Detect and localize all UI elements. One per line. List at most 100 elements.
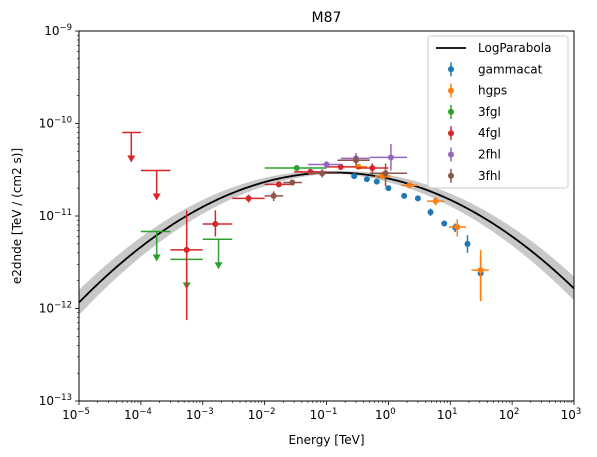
series-3fhl (264, 155, 408, 202)
data-point (264, 191, 284, 202)
x-tick-label: 101 (437, 407, 458, 422)
legend-label: 3fgl (478, 105, 501, 119)
legend-marker-swatch (448, 172, 454, 179)
data-point (427, 208, 434, 216)
legend-marker-swatch (448, 108, 454, 115)
data-point (170, 210, 203, 321)
data-point (307, 161, 341, 169)
point-marker (373, 178, 380, 185)
point-marker (270, 192, 277, 199)
data-point (283, 179, 302, 186)
series-gammacat (351, 173, 484, 302)
legend: LogParabola gammacat hgps 3fgl 4fgl 2fhl 3fhl (427, 35, 569, 189)
point-marker (382, 170, 389, 177)
point-marker (289, 179, 296, 186)
point-marker (369, 165, 376, 172)
legend-label: LogParabola (478, 41, 551, 55)
data-point (363, 176, 370, 183)
x-axis-label: Energy [TeV] (288, 433, 364, 447)
y-tick-label: 10−10 (39, 116, 72, 131)
data-point (122, 131, 141, 163)
legend-label: gammacat (478, 62, 543, 76)
point-marker (432, 198, 439, 205)
y-tick-label: 10−12 (39, 301, 72, 316)
data-point (426, 197, 445, 206)
legend-entry: hgps (448, 83, 507, 98)
data-point (471, 249, 489, 302)
x-tick-label: 10−4 (124, 407, 152, 422)
chart-title: M87 (312, 10, 342, 26)
point-marker (414, 195, 421, 202)
upper-limit-arrowhead (214, 262, 223, 270)
legend-label: 3fhl (478, 169, 501, 183)
legend-entry: gammacat (448, 62, 543, 77)
point-marker (275, 181, 282, 188)
data-point (448, 219, 467, 237)
legend-marker-swatch (448, 130, 454, 137)
point-marker (319, 170, 326, 177)
point-marker (212, 220, 219, 227)
x-tick-label: 10−2 (248, 407, 276, 422)
x-tick-label: 10−5 (62, 407, 90, 422)
upper-limit-arrowhead (152, 254, 161, 262)
legend-box (427, 35, 569, 189)
data-point (441, 220, 448, 227)
data-point (140, 169, 171, 201)
data-point (202, 238, 233, 270)
data-point (356, 163, 389, 174)
x-tick-label: 103 (561, 407, 582, 422)
point-marker (351, 173, 358, 180)
legend-label: 2fhl (478, 148, 501, 162)
x-tick-label: 102 (499, 407, 520, 422)
point-marker (406, 182, 413, 189)
upper-limit-arrowhead (152, 193, 161, 201)
data-point (373, 178, 380, 185)
legend-marker-swatch (448, 151, 454, 158)
legend-marker-swatch (448, 66, 454, 73)
data-point (264, 181, 295, 188)
point-marker (477, 267, 484, 274)
point-marker (401, 192, 408, 199)
point-marker (427, 209, 434, 216)
legend-entry: 3fgl (448, 104, 501, 119)
legend-label: hgps (478, 84, 507, 98)
data-point (401, 192, 408, 199)
data-points-layer (122, 131, 489, 321)
point-marker (464, 240, 471, 247)
data-point (414, 195, 421, 202)
data-point (351, 173, 358, 180)
y-tick-label: 10−9 (44, 23, 72, 38)
legend-label: 4fgl (478, 126, 501, 140)
point-marker (385, 185, 392, 192)
data-point (369, 144, 408, 171)
point-marker (353, 157, 360, 164)
data-point (385, 185, 392, 192)
y-axis-label: e2dnde [TeV / (cm2 s)] (10, 148, 24, 284)
point-marker (337, 163, 344, 170)
point-marker (363, 176, 370, 183)
x-tick-label: 10−1 (310, 407, 338, 422)
legend-entry: LogParabola (436, 41, 551, 55)
series-4fgl (122, 131, 389, 321)
point-marker (245, 195, 252, 202)
data-point (401, 182, 418, 189)
data-point (140, 230, 171, 262)
ticks-layer: 10−5 10−4 10−3 10−2 10−1 100 101 102 103 10−13 10−… (39, 23, 582, 422)
data-point (202, 210, 233, 237)
point-marker (454, 224, 461, 231)
data-point (369, 163, 408, 187)
data-point (464, 235, 471, 253)
point-marker (323, 161, 330, 168)
data-point (337, 155, 370, 166)
legend-marker-swatch (448, 87, 454, 94)
legend-entry: 3fhl (448, 168, 501, 183)
legend-entry: 2fhl (448, 147, 501, 162)
x-tick-label: 100 (375, 407, 396, 422)
legend-entry: 4fgl (448, 126, 501, 141)
data-point (232, 194, 265, 203)
x-tick-label: 10−3 (186, 407, 214, 422)
series-hgps (351, 163, 489, 302)
y-tick-label: 10−13 (39, 393, 72, 408)
point-marker (183, 246, 190, 253)
